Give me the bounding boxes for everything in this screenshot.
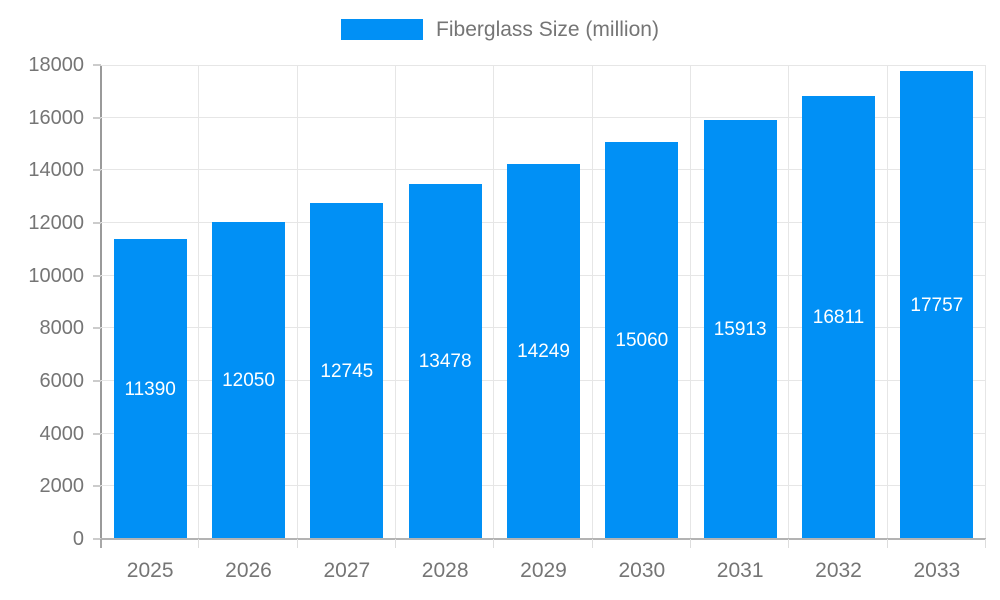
legend-swatch-icon <box>341 19 424 40</box>
x-axis-label: 2028 <box>421 559 469 582</box>
y-axis-tick <box>93 274 101 277</box>
bar-value-label: 16811 <box>812 307 865 329</box>
y-axis-label: 4000 <box>39 422 85 445</box>
bar-value-label: 13478 <box>418 351 472 373</box>
bar[interactable]: 16811 <box>802 96 875 539</box>
x-axis-tick <box>100 539 102 548</box>
bar[interactable]: 12745 <box>310 203 384 539</box>
y-axis-tick <box>93 485 101 488</box>
bar-value-label: 17757 <box>910 294 964 316</box>
x-gridline <box>591 65 593 539</box>
x-gridline <box>985 65 986 539</box>
bar-value-label: 15060 <box>615 330 669 352</box>
y-axis-tick <box>93 380 101 382</box>
x-gridline <box>690 65 691 539</box>
x-axis-tick <box>296 539 298 548</box>
y-axis-label: 10000 <box>28 264 84 287</box>
bar[interactable]: 15913 <box>703 119 777 539</box>
legend[interactable]: Fiberglass Size (million) <box>0 17 1000 42</box>
bar-value-label: 12050 <box>222 369 275 391</box>
bar-value-label: 14249 <box>517 340 570 362</box>
x-axis-label: 2030 <box>618 559 666 582</box>
x-gridline <box>296 65 298 539</box>
y-gridline <box>101 116 986 118</box>
y-gridline <box>101 65 986 66</box>
x-axis-tick <box>198 539 200 548</box>
x-axis-tick <box>690 539 691 548</box>
x-gridline <box>493 65 495 539</box>
y-axis-label: 2000 <box>39 475 85 498</box>
x-axis-label: 2025 <box>126 559 174 582</box>
x-axis-label: 2033 <box>913 559 961 582</box>
x-axis-tick <box>591 539 593 548</box>
x-axis-label: 2031 <box>716 559 764 582</box>
y-axis-line <box>100 65 102 539</box>
y-axis-tick <box>93 169 101 172</box>
bar[interactable]: 17757 <box>900 71 974 539</box>
x-axis-tick <box>493 539 495 548</box>
y-axis-label: 12000 <box>28 212 84 234</box>
bar[interactable]: 11390 <box>113 239 187 539</box>
y-axis-label: 6000 <box>39 370 85 392</box>
bar[interactable]: 13478 <box>408 184 482 539</box>
bar[interactable]: 14249 <box>507 163 580 539</box>
x-axis-label: 2027 <box>323 559 371 582</box>
x-gridline <box>788 65 790 539</box>
plot-area: 11390 12050 12745 13478 14249 15060 15913 16811… <box>101 65 986 539</box>
y-axis-tick <box>93 327 101 330</box>
x-axis-line <box>93 538 986 540</box>
x-axis-label: 2029 <box>520 559 567 582</box>
x-axis-label: 2026 <box>225 559 272 582</box>
x-gridline <box>395 65 396 539</box>
bar[interactable]: 12050 <box>212 221 285 539</box>
y-axis-label: 8000 <box>39 317 85 340</box>
bar-value-label: 12745 <box>320 360 374 382</box>
x-axis-tick <box>788 539 790 548</box>
x-gridline <box>198 65 200 539</box>
y-axis-tick <box>93 64 101 66</box>
y-axis-tick <box>93 432 101 435</box>
y-axis-label: 14000 <box>28 159 84 182</box>
legend-label: Fiberglass Size (million) <box>436 18 659 41</box>
y-axis-tick <box>93 538 101 540</box>
x-axis-tick <box>985 539 986 548</box>
x-axis-tick <box>395 539 396 548</box>
bar-value-label: 15913 <box>713 318 767 340</box>
y-axis-label: 0 <box>72 528 84 550</box>
y-axis-tick <box>93 222 101 224</box>
y-axis-label: 18000 <box>28 54 84 76</box>
y-axis-label: 16000 <box>28 106 84 129</box>
y-axis-tick <box>93 116 101 119</box>
bar-value-label: 11390 <box>124 378 176 400</box>
x-axis-label: 2032 <box>815 559 862 582</box>
x-gridline <box>886 65 888 539</box>
x-axis-tick <box>886 539 888 548</box>
bar[interactable]: 15060 <box>605 142 679 539</box>
